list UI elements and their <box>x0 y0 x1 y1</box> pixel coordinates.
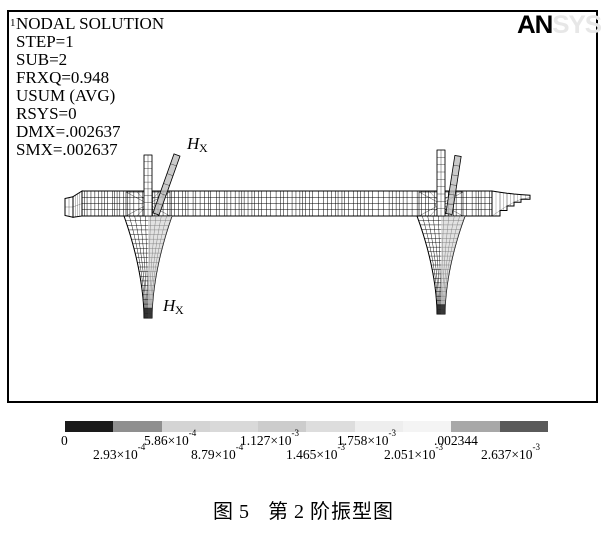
svg-text:X: X <box>199 141 208 155</box>
svg-text:X: X <box>175 303 184 317</box>
